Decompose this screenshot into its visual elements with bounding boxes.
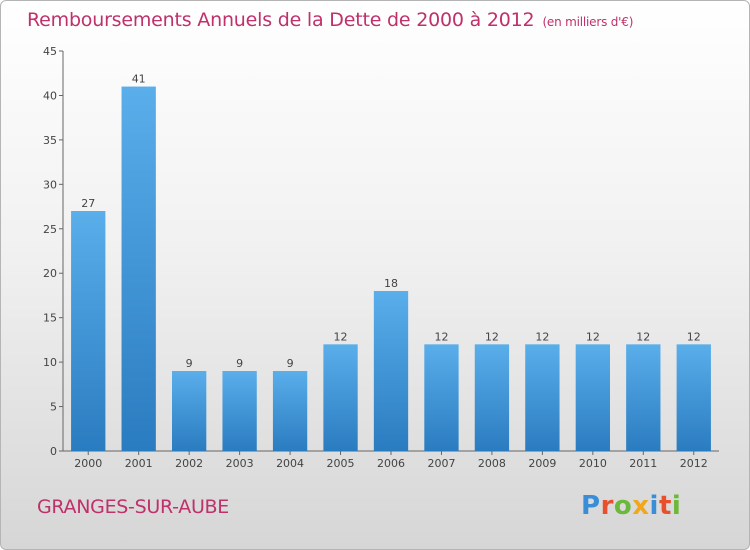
chart-unit: (en milliers d'€): [542, 15, 634, 29]
x-tick-label: 2012: [680, 457, 708, 470]
x-tick-label: 2011: [629, 457, 657, 470]
data-label: 12: [586, 330, 600, 343]
chart-title: Remboursements Annuels de la Dette de 20…: [27, 9, 633, 31]
bar: [373, 291, 409, 451]
x-tick-label: 2004: [276, 457, 304, 470]
y-tick-label: 35: [43, 134, 57, 147]
x-tick-label: 2008: [478, 457, 506, 470]
x-tick-label: 2002: [175, 457, 203, 470]
data-label: 27: [81, 197, 95, 210]
logo-letter: i: [649, 491, 659, 521]
bar: [272, 371, 308, 451]
y-tick-label: 45: [43, 45, 57, 58]
chart-title-text: Remboursements Annuels de la Dette de 20…: [27, 9, 535, 31]
bar: [424, 344, 459, 451]
bar: [676, 344, 711, 451]
y-tick-label: 0: [50, 445, 57, 458]
x-tick-label: 2003: [226, 457, 254, 470]
bar: [575, 344, 611, 451]
x-tick-label: 2005: [327, 457, 355, 470]
y-tick-label: 30: [43, 178, 57, 191]
bar: [626, 344, 661, 451]
y-tick-label: 10: [43, 356, 57, 369]
logo-letter: r: [600, 491, 614, 521]
bar: [474, 344, 510, 451]
x-tick-label: 2007: [427, 457, 455, 470]
bar: [222, 371, 257, 451]
x-tick-label: 2006: [377, 457, 405, 470]
logo-letter: o: [613, 491, 633, 521]
proxiti-logo[interactable]: Proxiti: [581, 491, 681, 521]
data-label: 41: [132, 73, 146, 86]
data-label: 12: [485, 330, 499, 343]
x-tick-label: 2010: [579, 457, 607, 470]
data-label: 18: [384, 277, 398, 290]
x-tick-label: 2001: [125, 457, 153, 470]
y-tick-label: 25: [43, 223, 57, 236]
bar: [323, 344, 358, 451]
bar: [71, 211, 106, 451]
logo-letter: x: [632, 491, 650, 521]
y-tick-label: 5: [50, 401, 57, 414]
city-name: GRANGES-SUR-AUBE: [37, 496, 229, 518]
y-tick-label: 15: [43, 312, 57, 325]
bar: [121, 86, 156, 452]
bar: [525, 344, 560, 451]
logo-letter: t: [658, 491, 672, 521]
y-tick-label: 40: [43, 89, 57, 102]
data-label: 12: [535, 330, 549, 343]
data-label: 12: [434, 330, 448, 343]
data-label: 12: [334, 330, 348, 343]
y-tick-label: 20: [43, 267, 57, 280]
logo-letter: i: [671, 491, 682, 521]
data-label: 12: [636, 330, 650, 343]
data-label: 12: [687, 330, 701, 343]
logo-letter: P: [581, 491, 601, 521]
data-label: 9: [287, 357, 294, 370]
data-label: 9: [236, 357, 243, 370]
x-tick-label: 2000: [74, 457, 102, 470]
x-tick-label: 2009: [528, 457, 556, 470]
data-label: 9: [186, 357, 193, 370]
bar: [171, 371, 207, 451]
